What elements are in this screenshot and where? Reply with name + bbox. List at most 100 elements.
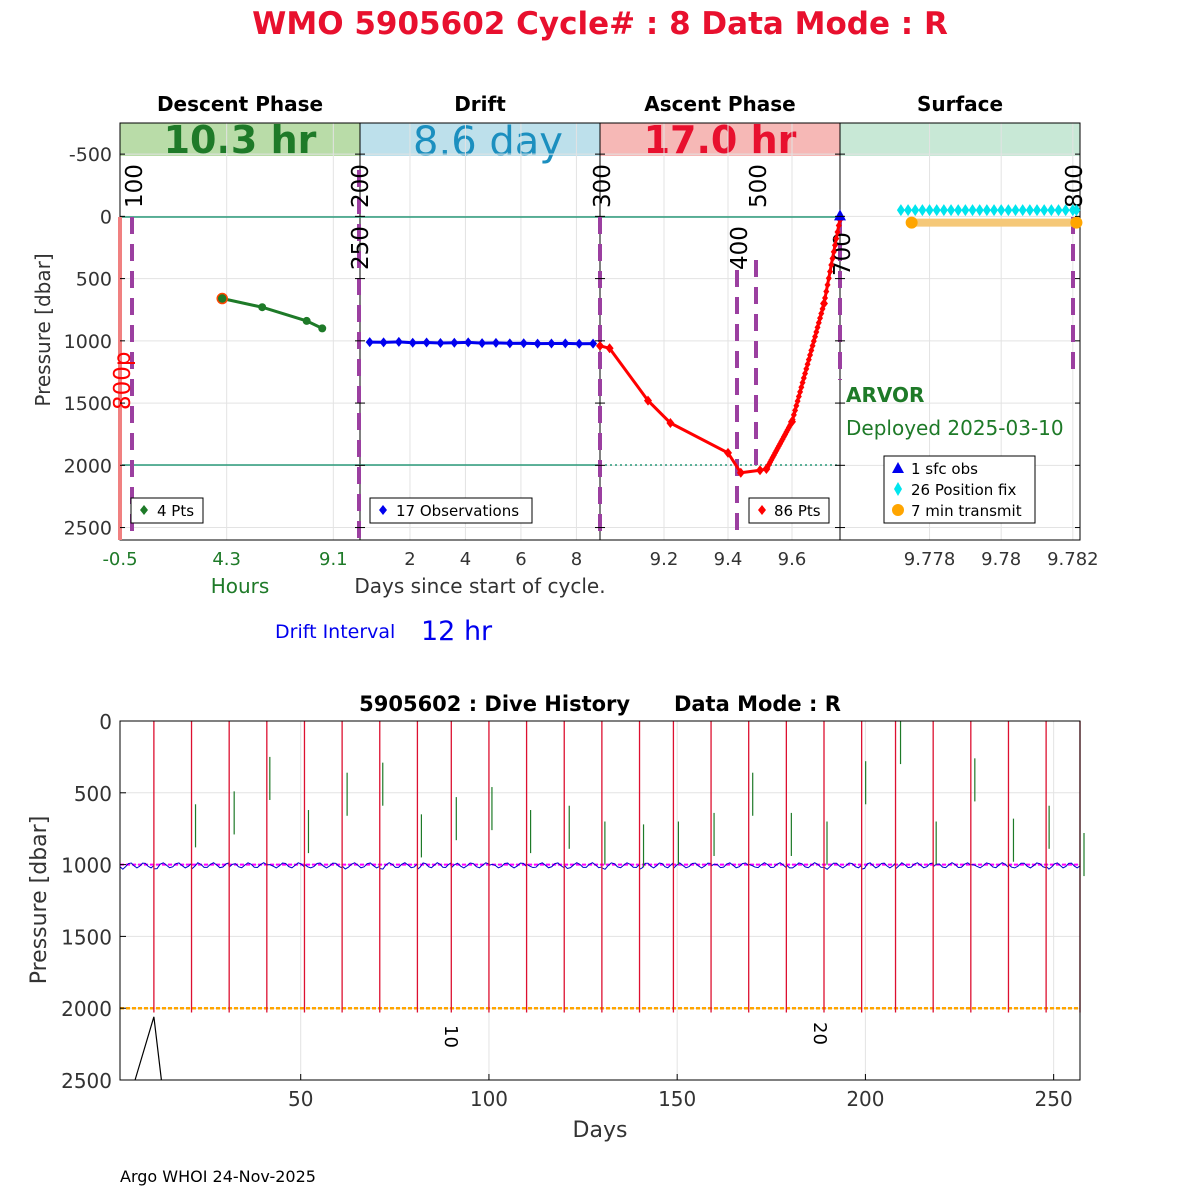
drift-point — [422, 337, 431, 348]
drift-interval-label: Drift Interval — [275, 621, 395, 643]
drift-trace — [932, 862, 972, 869]
ascent-point — [835, 221, 842, 230]
drift-trace — [526, 862, 565, 869]
ascent-point — [833, 234, 840, 243]
drift-trace — [228, 862, 268, 869]
drift-trace — [119, 862, 155, 870]
drift-point — [450, 337, 459, 348]
ascent-point — [820, 300, 827, 309]
surface-x-tick-label: 9.778 — [904, 549, 956, 570]
descent-point — [216, 292, 228, 305]
drift-point — [561, 338, 570, 349]
bottom-x-tick-label: 250 — [1035, 1087, 1073, 1111]
descent-x-tick-label: -0.5 — [102, 549, 137, 570]
drift-trace — [748, 862, 787, 869]
drift-axes — [359, 122, 601, 541]
drift-trace — [970, 862, 1009, 869]
ascent-point — [824, 280, 831, 289]
drift-legend-label: 17 Observations — [396, 502, 519, 520]
dive-history-title: 5905602 : Dive History Data Mode : R — [359, 692, 841, 716]
ascent-point — [736, 467, 745, 478]
position-fix-point — [918, 204, 927, 217]
drift-trace — [341, 862, 380, 870]
top-y-tick-label: 1000 — [64, 331, 112, 353]
event-label-500: 500 — [746, 164, 772, 208]
ascent-point — [830, 247, 837, 256]
drift-point — [365, 337, 374, 348]
surface-legend: 1 sfc obs 26 Position fix 7 min transmit — [883, 455, 1036, 524]
duration-band-surface — [840, 123, 1080, 156]
event-label-300: 300 — [590, 164, 616, 208]
duration-drift: 8.6 day — [413, 119, 563, 165]
cycle-x-label: Days since start of cycle. — [354, 574, 605, 598]
event-label-200: 200 — [348, 164, 374, 208]
drift-point — [589, 338, 598, 349]
position-fix-point — [1054, 204, 1063, 217]
drift-trace — [823, 862, 862, 870]
drift-trace — [639, 862, 674, 870]
dive-history-axes — [119, 720, 1081, 1081]
surface-obs-legend-marker — [892, 462, 904, 473]
bottom-y-axis: 0 500 1000 1500 2000 2500 — [61, 710, 126, 1093]
drift-point — [478, 338, 487, 349]
top-x-axes: -0.5 4.3 9.1 2 4 6 8 9.2 9.4 9.6 9.778 9.78 9.782 — [102, 549, 1098, 570]
bottom-y-tick-label: 0 — [99, 710, 112, 734]
duration-descent: 10.3 hr — [164, 118, 317, 162]
ascent-x-tick-label: 9.2 — [650, 549, 679, 570]
drift-point — [519, 338, 528, 349]
descent-legend: 4 Pts — [130, 497, 204, 524]
drift-trace — [417, 862, 452, 870]
event-label-250: 250 — [348, 226, 374, 270]
cycle-panel: Descent Phase Drift Ascent Phase Surface… — [31, 92, 1099, 647]
ascent-point — [834, 228, 841, 237]
top-y-axis: -500 0 500 1000 1500 2000 2500 — [64, 144, 1080, 540]
drift-trace — [673, 862, 712, 869]
drift-trace — [488, 862, 527, 869]
event-label-400: 400 — [727, 226, 753, 270]
drift-trace — [1045, 862, 1081, 870]
ascent-point — [825, 274, 832, 283]
ascent-point — [823, 287, 830, 296]
ascent-point — [605, 343, 614, 354]
drift-x-tick-label: 2 — [404, 549, 415, 570]
bottom-x-axis-label: Days — [573, 1118, 628, 1143]
ascent-point — [644, 395, 652, 406]
descent-line — [221, 297, 323, 330]
bottom-x-tick-label: 100 — [470, 1087, 508, 1111]
drift-interval-value: 12 hr — [421, 616, 493, 647]
transmit-legend-marker — [892, 504, 904, 516]
phase-title-ascent: Ascent Phase — [644, 92, 795, 116]
ascent-point — [822, 294, 829, 303]
dive-history-series — [119, 721, 1085, 1081]
position-fix-point — [1004, 204, 1013, 217]
position-fix-point — [961, 204, 970, 217]
drift-x-tick-label: 4 — [460, 549, 471, 570]
deployment-trace — [134, 1016, 163, 1081]
float-type: ARVOR — [846, 383, 924, 407]
transmit-point — [1070, 216, 1083, 229]
top-y-tick-label: 2000 — [64, 455, 112, 477]
drift-legend-marker — [379, 505, 387, 515]
top-y-tick-label: 0 — [100, 206, 112, 228]
top-y-tick-label: -500 — [69, 144, 112, 166]
bottom-y-tick-label: 2500 — [61, 1069, 112, 1093]
drift-trace — [450, 862, 490, 869]
position-fix-point — [1033, 204, 1042, 217]
bottom-y-axis-label: Pressure [dbar] — [27, 816, 52, 985]
bottom-y-tick-label: 2000 — [61, 997, 112, 1021]
bottom-y-tick-label: 500 — [74, 782, 112, 806]
drift-trace — [266, 862, 305, 869]
position-fix-point — [1061, 204, 1070, 217]
transmit-point — [905, 216, 918, 229]
phase-title-surface: Surface — [917, 92, 1003, 116]
drift-point — [379, 337, 388, 348]
drift-trace — [304, 862, 343, 869]
ascent-point — [827, 267, 834, 276]
descent-point — [302, 316, 311, 325]
surface-obs-legend-label: 1 sfc obs — [911, 460, 978, 478]
drift-point — [533, 338, 542, 349]
footer-credit: Argo WHOI 24-Nov-2025 — [120, 1167, 316, 1186]
position-fix-point — [990, 204, 999, 217]
ascent-point — [596, 340, 604, 351]
